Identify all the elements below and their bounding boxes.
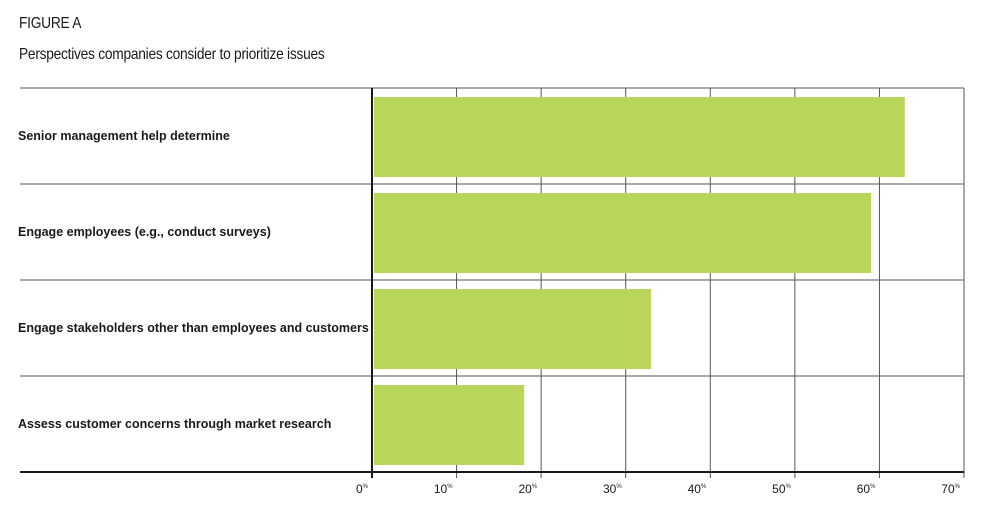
x-tick-label: 20% <box>518 482 537 496</box>
category-label: Engage stakeholders other than employees… <box>18 321 369 335</box>
x-tick-label: 70% <box>941 482 960 496</box>
bar-3 <box>374 289 652 369</box>
x-tick-label: 50% <box>772 482 791 496</box>
x-tick-label: 40% <box>688 482 707 496</box>
x-tick-label: 60% <box>857 482 876 496</box>
x-tick-label: 10% <box>434 482 453 496</box>
x-tick-label: 30% <box>603 482 622 496</box>
category-label: Assess customer concerns through market … <box>18 417 331 431</box>
figure-label: FIGURE A <box>19 15 82 32</box>
bar-2 <box>374 193 871 273</box>
bar-4 <box>374 385 525 465</box>
category-label: Senior management help determine <box>18 129 230 143</box>
chart-title: Perspectives companies consider to prior… <box>19 46 325 63</box>
x-tick-label: 0% <box>356 482 369 496</box>
bar-1 <box>374 97 905 177</box>
category-label: Engage employees (e.g., conduct surveys) <box>18 225 271 239</box>
